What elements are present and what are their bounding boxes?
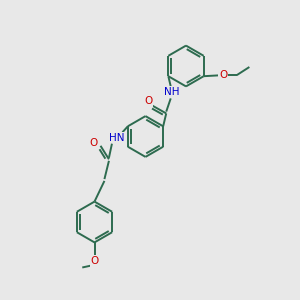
Text: O: O [219, 70, 227, 80]
Text: HN: HN [109, 133, 124, 143]
Text: O: O [90, 256, 99, 266]
Text: O: O [90, 138, 98, 148]
Text: NH: NH [164, 87, 180, 97]
Text: O: O [144, 96, 152, 106]
